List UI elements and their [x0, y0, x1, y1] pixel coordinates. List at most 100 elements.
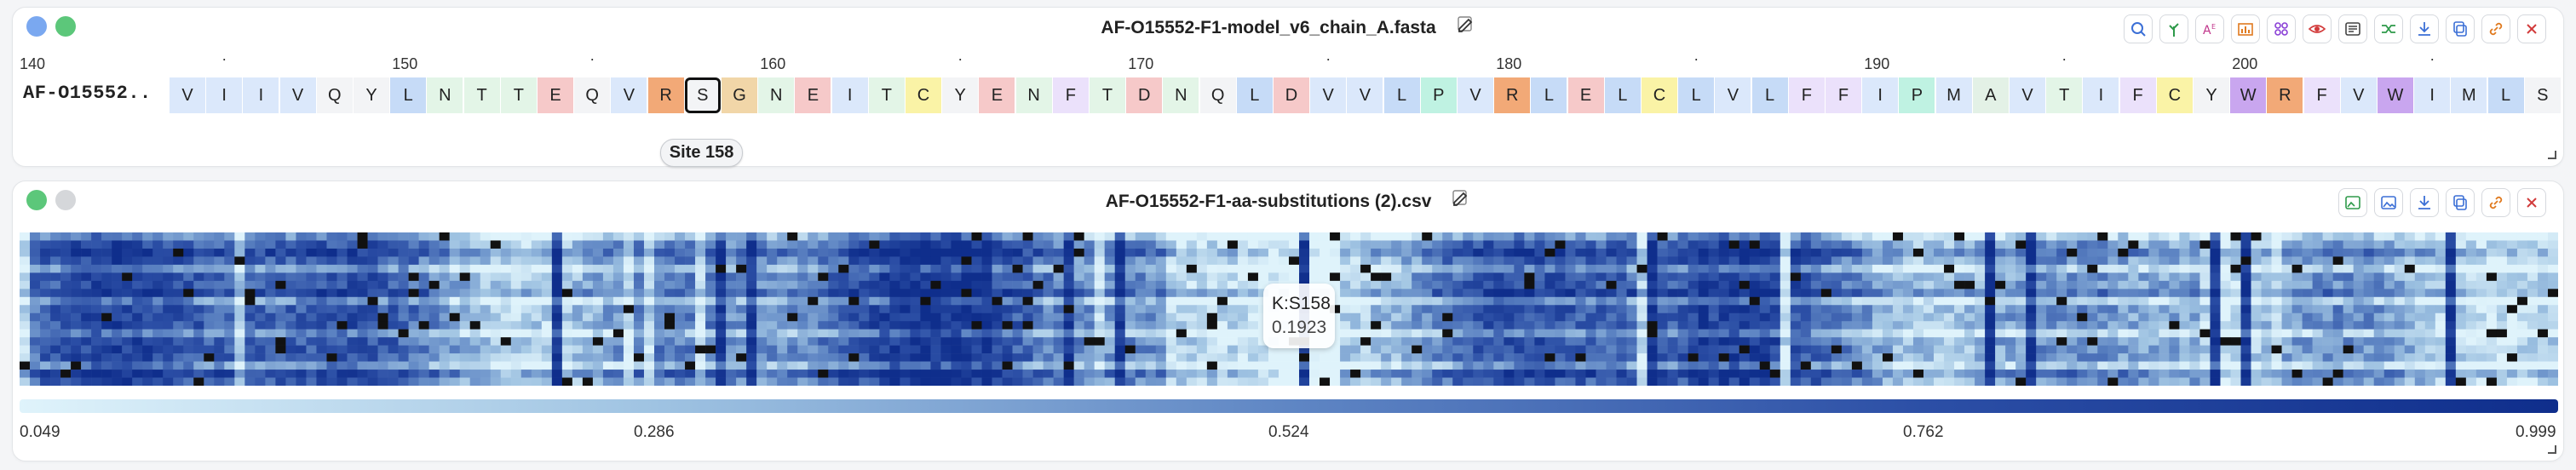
residue-152[interactable]: T	[463, 77, 500, 113]
residue-202[interactable]: F	[2303, 77, 2340, 113]
copy-button[interactable]	[2446, 14, 2475, 43]
residue-174[interactable]: D	[1274, 77, 1309, 113]
residue-163[interactable]: T	[868, 77, 905, 113]
residue-156[interactable]: V	[611, 77, 647, 113]
download-button[interactable]	[2410, 188, 2439, 217]
image-add-button[interactable]	[2338, 188, 2367, 217]
residue-207[interactable]: L	[2487, 77, 2524, 113]
residue-198[interactable]: C	[2156, 77, 2193, 113]
copy-icon	[2453, 21, 2467, 37]
residue-199[interactable]: Y	[2194, 77, 2229, 113]
residue-180[interactable]: R	[1494, 77, 1531, 113]
residue-171[interactable]: N	[1163, 77, 1199, 113]
link-button[interactable]	[2481, 14, 2510, 43]
residue-201[interactable]: R	[2267, 77, 2303, 113]
residue-185[interactable]: L	[1678, 77, 1715, 113]
residue-189[interactable]: F	[1826, 77, 1861, 113]
ruler-label: 170	[1128, 55, 1154, 72]
grid-button[interactable]	[2267, 14, 2296, 43]
residue-203[interactable]: V	[2340, 77, 2377, 113]
residue-177[interactable]: L	[1383, 77, 1420, 113]
resize-handle[interactable]	[2548, 445, 2556, 454]
residue-144[interactable]: V	[170, 77, 205, 113]
residue-175[interactable]: V	[1310, 77, 1347, 113]
download-button[interactable]	[2410, 14, 2439, 43]
residue-173[interactable]: L	[1236, 77, 1273, 113]
substitution-heatmap[interactable]	[20, 232, 2558, 386]
colorbar-tick: 0.286	[634, 423, 675, 441]
copy-button[interactable]	[2446, 188, 2475, 217]
residue-195[interactable]: T	[2046, 77, 2083, 113]
site-label: Site 158	[659, 139, 744, 167]
residue-158[interactable]: S	[684, 77, 721, 113]
residue-196[interactable]: I	[2083, 77, 2119, 113]
residue-145[interactable]: I	[206, 77, 243, 113]
residue-176[interactable]: V	[1347, 77, 1383, 113]
residue-149[interactable]: Y	[354, 77, 389, 113]
residue-187[interactable]: L	[1751, 77, 1788, 113]
link-button[interactable]	[2481, 188, 2510, 217]
residue-161[interactable]: E	[795, 77, 831, 113]
residue-188[interactable]: F	[1788, 77, 1825, 113]
residue-186[interactable]: V	[1715, 77, 1751, 113]
residue-182[interactable]: E	[1567, 77, 1604, 113]
residue-179[interactable]: V	[1458, 77, 1493, 113]
close-button[interactable]	[2517, 14, 2546, 43]
residue-190[interactable]: I	[1862, 77, 1899, 113]
residue-205[interactable]: I	[2414, 77, 2451, 113]
residue-166[interactable]: E	[979, 77, 1015, 113]
residue-206[interactable]: M	[2451, 77, 2487, 113]
residue-167[interactable]: N	[1015, 77, 1052, 113]
residue-192[interactable]: M	[1935, 77, 1972, 113]
residue-170[interactable]: D	[1126, 77, 1163, 113]
close-button[interactable]	[2517, 188, 2546, 217]
residue-159[interactable]: G	[722, 77, 757, 113]
residue-181[interactable]: L	[1531, 77, 1567, 113]
residue-183[interactable]: L	[1604, 77, 1641, 113]
residue-204[interactable]: W	[2378, 77, 2413, 113]
residue-191[interactable]: P	[1899, 77, 1935, 113]
residue-150[interactable]: L	[390, 77, 427, 113]
residue-200[interactable]: W	[2230, 77, 2267, 113]
edit-title-icon[interactable]	[1457, 8, 1475, 49]
image-button[interactable]	[2374, 188, 2403, 217]
shuffle-button[interactable]	[2374, 14, 2403, 43]
residue-162[interactable]: I	[831, 77, 868, 113]
sequence-name[interactable]: AF-O15552..	[23, 83, 152, 104]
list-button[interactable]	[2338, 14, 2367, 43]
tree-button[interactable]	[2159, 14, 2188, 43]
residue-169[interactable]: T	[1090, 77, 1125, 113]
residue-146[interactable]: I	[243, 77, 279, 113]
residue-155[interactable]: Q	[574, 77, 611, 113]
residue-157[interactable]: R	[647, 77, 684, 113]
residue-165[interactable]: Y	[942, 77, 979, 113]
residue-147[interactable]: V	[279, 77, 316, 113]
residue-172[interactable]: Q	[1199, 77, 1236, 113]
window-control-gray[interactable]	[55, 190, 76, 210]
search-button[interactable]	[2124, 14, 2153, 43]
window-control-green[interactable]	[55, 16, 76, 37]
residue-154[interactable]: E	[538, 77, 573, 113]
residue-197[interactable]: F	[2119, 77, 2156, 113]
residue-184[interactable]: C	[1642, 77, 1677, 113]
window-control-blue[interactable]	[26, 16, 47, 37]
ruler-label: 150	[392, 55, 418, 72]
resize-handle[interactable]	[2548, 151, 2556, 159]
residue-153[interactable]: T	[500, 77, 537, 113]
link-icon	[2489, 22, 2503, 36]
residue-168[interactable]: F	[1052, 77, 1089, 113]
edit-title-icon[interactable]	[1452, 181, 1470, 222]
residue-178[interactable]: P	[1420, 77, 1457, 113]
residue-151[interactable]: N	[427, 77, 463, 113]
eye-button[interactable]	[2303, 14, 2332, 43]
window-control-green[interactable]	[26, 190, 47, 210]
residue-194[interactable]: V	[2010, 77, 2045, 113]
residue-160[interactable]: N	[758, 77, 795, 113]
bar-chart-button[interactable]	[2231, 14, 2260, 43]
residue-208[interactable]: S	[2524, 77, 2561, 113]
residue-193[interactable]: A	[1972, 77, 2009, 113]
residue-164[interactable]: C	[906, 77, 941, 113]
residue-148[interactable]: Q	[316, 77, 353, 113]
